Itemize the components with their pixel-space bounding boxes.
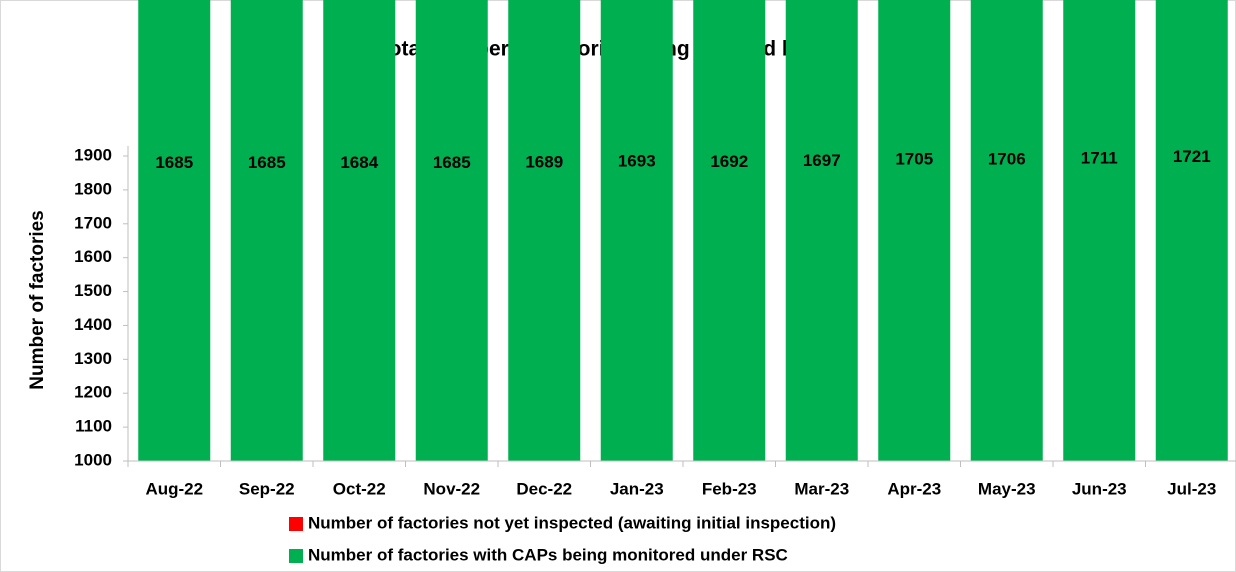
value-label: 1684 [340, 153, 378, 172]
y-tick-label: 1800 [74, 179, 112, 198]
value-label: 1689 [525, 152, 563, 171]
value-label: 1685 [433, 153, 471, 172]
value-label: 1685 [155, 153, 193, 172]
y-tick-label: 1200 [74, 383, 112, 402]
x-tick-label: Apr-23 [887, 479, 941, 498]
y-axis-title: Number of factories [27, 210, 48, 389]
y-tick-label: 1300 [74, 349, 112, 368]
bar-segment [508, 0, 581, 462]
x-tick-label: Jun-23 [1072, 479, 1127, 498]
value-label: 1697 [803, 151, 841, 170]
legend-label: Number of factories with CAPs being moni… [308, 545, 788, 564]
legend-swatch [289, 549, 303, 563]
value-label: 1705 [895, 150, 933, 169]
x-tick-label: Jul-23 [1167, 479, 1216, 498]
x-tick-label: Dec-22 [516, 479, 572, 498]
x-tick-label: Sep-22 [239, 479, 295, 498]
y-tick-label: 1100 [75, 417, 112, 436]
y-tick-label: 1700 [74, 213, 112, 232]
y-tick-label: 1400 [74, 315, 112, 334]
bar-segment [323, 0, 396, 462]
y-tick-label: 1500 [74, 281, 112, 300]
y-tick-label: 1900 [74, 145, 112, 164]
x-tick-label: Jan-23 [610, 479, 664, 498]
x-tick-label: Aug-22 [145, 479, 203, 498]
value-label: 1706 [988, 149, 1026, 168]
x-tick-label: Feb-23 [702, 479, 757, 498]
bar-segment [970, 0, 1043, 462]
bar-segment [138, 0, 211, 461]
y-tick-label: 1600 [74, 247, 112, 266]
bar-segment [230, 0, 303, 461]
value-label: 1692 [710, 152, 748, 171]
x-tick-label: Mar-23 [794, 479, 849, 498]
bar-segment [1063, 0, 1136, 461]
x-tick-label: Nov-22 [423, 479, 480, 498]
bar-segment [785, 0, 858, 461]
value-label: 1721 [1173, 147, 1211, 166]
y-tick-label: 1000 [74, 450, 112, 469]
value-label: 1693 [618, 152, 656, 171]
bar-segment [600, 0, 673, 461]
bar-segment [415, 0, 488, 461]
legend-swatch [289, 517, 303, 531]
value-label: 1711 [1081, 149, 1118, 168]
bar-segment [878, 0, 951, 461]
x-tick-label: May-23 [978, 479, 1036, 498]
value-label: 1685 [248, 153, 286, 172]
x-tick-label: Oct-22 [333, 479, 386, 498]
bar-segment [1155, 0, 1228, 462]
legend-label: Number of factories not yet inspected (a… [308, 513, 836, 532]
bar-segment [693, 0, 766, 462]
